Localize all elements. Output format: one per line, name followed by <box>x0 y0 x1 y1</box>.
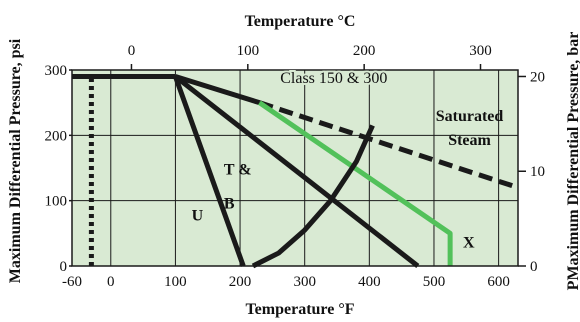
series-line-3 <box>173 74 420 268</box>
annotation-label: X <box>463 235 475 252</box>
annotation-label: T & <box>224 162 252 179</box>
y-tick-label: 100 <box>45 194 68 210</box>
x2-tick-label: 100 <box>237 43 260 59</box>
annotation-label: U <box>192 207 204 224</box>
x-tick-label: 300 <box>293 274 316 290</box>
annotation-label: Class 150 & 300 <box>280 70 387 87</box>
annotation-label: B <box>224 196 235 213</box>
x2-tick-label: 300 <box>469 43 492 59</box>
y2-axis-title: PMaximum Differential Pressure, bar <box>565 32 580 291</box>
y-tick-label: 300 <box>45 63 68 79</box>
x2-tick-label: 200 <box>353 43 376 59</box>
x-tick-label: 100 <box>164 274 187 290</box>
annotations: Class 150 & 300 Saturated Steam T & B U X <box>192 68 504 252</box>
x-tick-label: 400 <box>358 274 381 290</box>
series-layer <box>72 74 519 269</box>
series-line-2 <box>173 75 246 267</box>
y2-tick-label: 20 <box>530 69 545 85</box>
x2-tick-label: 0 <box>128 43 136 59</box>
y-tick-label: 200 <box>45 128 68 144</box>
x-tick-label: 0 <box>107 274 115 290</box>
series-line-6 <box>258 100 453 266</box>
annotation-label: Saturated <box>436 108 504 125</box>
annotation-label: Steam <box>448 132 491 149</box>
plot-frame <box>71 69 519 267</box>
y2-tick-label: 0 <box>530 259 538 275</box>
x-tick-label: 200 <box>229 274 252 290</box>
series-line-4 <box>174 74 261 106</box>
x-tick-label: -60 <box>62 274 82 290</box>
x2-axis-title: Temperature °C <box>245 13 356 30</box>
series-line-5 <box>258 100 519 190</box>
x-tick-label: 500 <box>423 274 446 290</box>
series-line-7 <box>251 124 375 269</box>
x-axis-title: Temperature °F <box>245 301 354 318</box>
grid <box>72 70 518 266</box>
y-axis-title: Maximum Differential Pressure, psi <box>7 38 24 283</box>
y2-tick-label: 10 <box>530 164 545 180</box>
y-tick-label: 0 <box>60 259 68 275</box>
x-tick-label: 600 <box>487 274 510 290</box>
